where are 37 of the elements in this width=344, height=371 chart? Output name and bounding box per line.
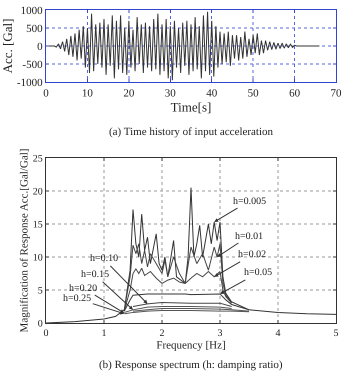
- y-tick-label: 5: [38, 286, 43, 296]
- x-tick-label: 60: [289, 87, 301, 100]
- y-axis-title: Acc. [Gal]: [0, 18, 15, 74]
- x-tick-label: 2: [160, 328, 164, 340]
- annotation: h=0.10: [90, 253, 118, 264]
- x-axis-title: Time[s]: [170, 99, 212, 114]
- annotation: h=0.20: [69, 283, 98, 294]
- text: (a) Time history of input acceleration: [109, 126, 274, 138]
- x-tick-label: 30: [164, 87, 176, 100]
- annotation: h=0.005: [233, 196, 266, 207]
- y-tick-label: 20: [32, 186, 43, 198]
- y-tick-label: 500: [26, 22, 44, 35]
- annotation: h=0.15: [81, 269, 110, 280]
- x-tick-label: 3: [218, 328, 222, 340]
- x-tick-label: 40: [206, 87, 218, 100]
- x-axis-title: Frequency [Hz]: [156, 339, 226, 352]
- y-axis-title: Magnification of Response Acc.[Gal/Gal]: [18, 148, 31, 332]
- y-tick-label: 1000: [20, 4, 44, 17]
- y-tick-label: 0: [37, 40, 44, 53]
- x-tick-label: 4: [276, 328, 280, 340]
- y-tick-label: -500: [22, 58, 44, 71]
- x-tick-label: 1: [102, 328, 106, 340]
- annotation: h=0.01: [235, 231, 264, 242]
- x-tick-label: 10: [82, 87, 94, 100]
- y-tick-label: 0: [38, 318, 43, 330]
- y-tick-label: 25: [32, 154, 43, 164]
- annotation: h=0.02: [238, 249, 266, 260]
- text: (b) Response spectrum (h: damping ratio): [99, 359, 283, 371]
- x-tick-label: 50: [248, 87, 260, 100]
- y-tick-label: 15: [32, 220, 43, 230]
- annotation: h=0.05: [244, 267, 272, 278]
- x-tick-label: 20: [123, 87, 135, 100]
- x-tick-label: 5: [334, 328, 338, 340]
- annotation: h=0.25: [63, 293, 92, 304]
- y-tick-label: -1000: [16, 76, 44, 89]
- y-tick-label: 10: [32, 252, 43, 264]
- x-tick-label: 70: [330, 87, 342, 100]
